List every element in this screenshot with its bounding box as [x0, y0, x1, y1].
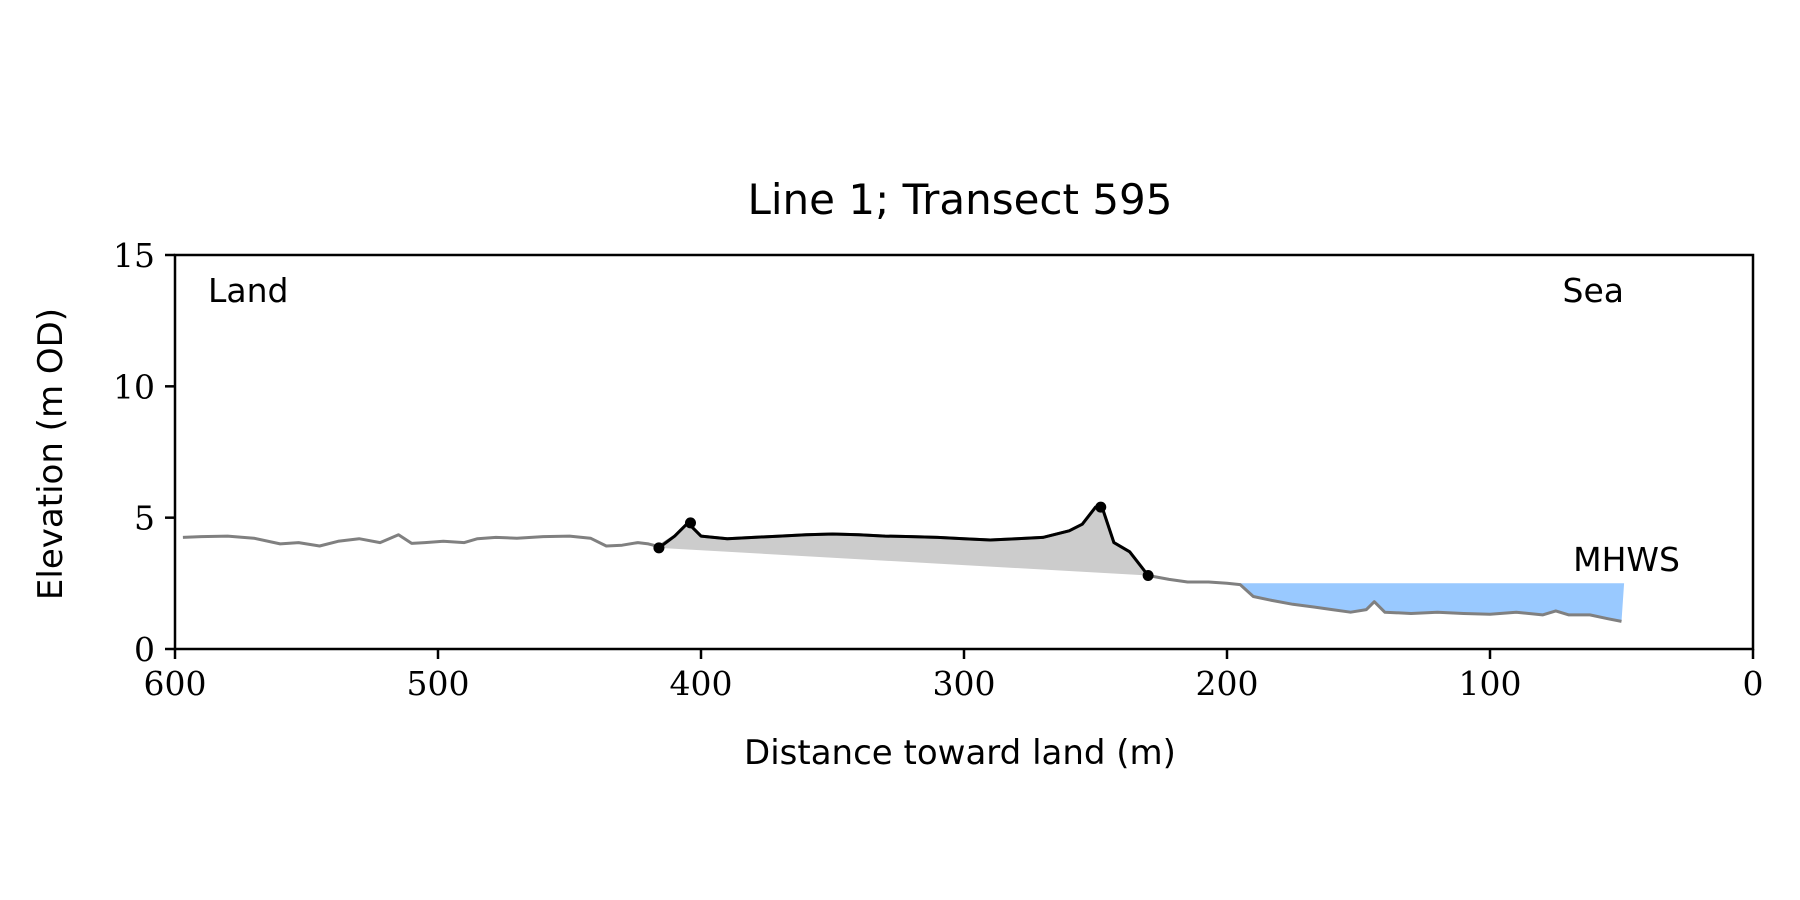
x-tick-label: 600 [144, 664, 207, 703]
x-axis: 600 500 400 300 200 100 0 [144, 649, 1764, 703]
y-tick-label: 5 [134, 499, 155, 538]
dune-point-marker [684, 517, 696, 529]
plot-area [182, 501, 1625, 623]
dune-point-marker [1095, 501, 1107, 513]
x-tick-label: 200 [1196, 664, 1259, 703]
sea-annotation: Sea [1563, 271, 1624, 310]
y-axis: 0 5 10 15 [113, 236, 175, 669]
x-tick-label: 0 [1743, 664, 1764, 703]
mhws-water-area [1234, 583, 1625, 622]
dune-volume-area [658, 507, 1149, 576]
y-tick-label: 0 [134, 630, 155, 669]
dune-point-marker [653, 542, 665, 554]
dune-point-marker [1142, 569, 1154, 581]
mhws-label: MHWS [1573, 540, 1680, 579]
x-tick-label: 300 [933, 664, 996, 703]
y-tick-label: 15 [113, 236, 155, 275]
y-axis-label: Elevation (m OD) [31, 308, 71, 600]
x-tick-label: 100 [1459, 664, 1522, 703]
y-tick-label: 10 [113, 367, 155, 406]
chart-title: Line 1; Transect 595 [747, 175, 1172, 224]
x-tick-label: 400 [670, 664, 733, 703]
land-annotation: Land [208, 271, 288, 310]
x-axis-label: Distance toward land (m) [744, 733, 1176, 773]
x-tick-label: 500 [407, 664, 470, 703]
